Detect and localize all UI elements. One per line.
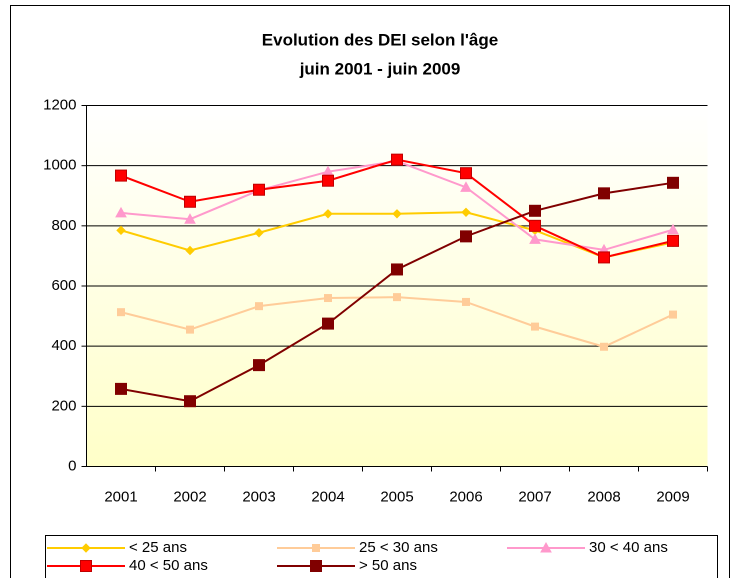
point [322, 174, 334, 187]
x-tick-label: 2007 [518, 488, 551, 505]
point [393, 293, 401, 302]
legend-marker [81, 543, 91, 553]
point [460, 167, 472, 180]
point [322, 317, 334, 330]
chart-title: Evolution des DEI selon l'âge [262, 30, 498, 49]
point [115, 206, 127, 218]
point [391, 153, 403, 166]
point [324, 294, 332, 303]
y-tick-label: 800 [51, 217, 76, 234]
point [529, 219, 541, 232]
point [117, 308, 125, 317]
point [462, 297, 470, 306]
y-tick-label: 1200 [43, 96, 76, 113]
y-tick-label: 600 [51, 277, 76, 294]
x-tick-label: 2009 [656, 488, 689, 505]
point [667, 234, 679, 247]
legend-label: 25 < 30 ans [359, 539, 438, 556]
point [323, 209, 333, 219]
legend-marker [312, 544, 320, 552]
point [598, 187, 610, 200]
point [667, 223, 679, 235]
point [184, 213, 196, 224]
point [667, 176, 679, 189]
legend-marker [80, 560, 92, 572]
y-tick-label: 1000 [43, 157, 76, 174]
point [460, 230, 472, 243]
y-tick-label: 400 [51, 337, 76, 354]
point [184, 195, 196, 208]
point [184, 395, 196, 408]
x-tick-label: 2004 [311, 488, 344, 505]
point [115, 169, 127, 182]
point [254, 228, 264, 238]
x-tick-label: 2002 [173, 488, 206, 505]
x-tick-label: 2006 [449, 488, 482, 505]
legend-label: > 50 ans [359, 557, 417, 574]
x-tick-label: 2003 [242, 488, 275, 505]
legend-label: 40 < 50 ans [129, 557, 208, 574]
point [598, 251, 610, 264]
point [600, 342, 608, 351]
point [669, 310, 677, 319]
legend-box [45, 535, 718, 578]
point [185, 245, 195, 256]
point [115, 382, 127, 395]
point [460, 181, 472, 192]
legend-label: < 25 ans [129, 539, 187, 556]
y-tick-label: 0 [68, 457, 76, 474]
point [529, 204, 541, 217]
y-tick-label: 200 [51, 397, 76, 414]
legend-marker [540, 541, 552, 553]
point [531, 322, 539, 331]
x-tick-label: 2008 [587, 488, 620, 505]
point [253, 359, 265, 372]
point [391, 263, 403, 276]
point [186, 325, 194, 334]
chart-subtitle: juin 2001 - juin 2009 [299, 59, 461, 78]
x-tick-label: 2005 [380, 488, 413, 505]
point [255, 302, 263, 311]
chart-frame [10, 5, 730, 578]
point [253, 183, 265, 196]
point [529, 233, 541, 244]
point [392, 209, 402, 219]
legend-marker [310, 560, 322, 572]
x-tick-label: 2001 [104, 488, 137, 505]
point [461, 207, 471, 218]
point [116, 225, 126, 236]
legend-label: 30 < 40 ans [589, 539, 668, 556]
